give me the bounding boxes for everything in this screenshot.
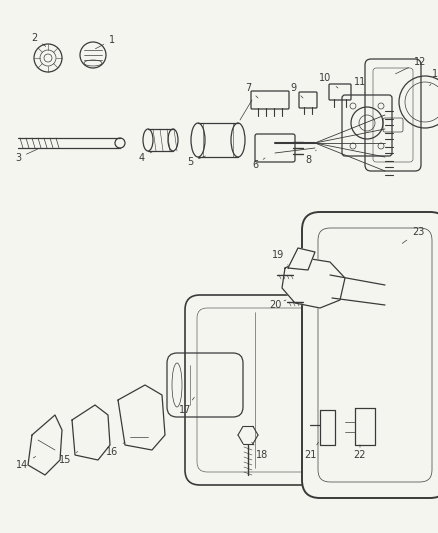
Text: 10: 10 xyxy=(319,73,338,88)
Text: 22: 22 xyxy=(354,445,366,460)
Polygon shape xyxy=(282,258,345,308)
Polygon shape xyxy=(118,385,165,450)
Text: 11: 11 xyxy=(354,77,366,93)
Text: 8: 8 xyxy=(305,150,316,165)
Text: 21: 21 xyxy=(304,442,318,460)
Text: 15: 15 xyxy=(59,451,78,465)
Text: 14: 14 xyxy=(16,456,35,470)
Text: 4: 4 xyxy=(139,151,152,163)
Text: 9: 9 xyxy=(290,83,303,98)
Text: 19: 19 xyxy=(272,250,288,265)
Text: 5: 5 xyxy=(187,156,205,167)
Polygon shape xyxy=(355,408,375,445)
Text: 6: 6 xyxy=(252,158,265,170)
Text: 13: 13 xyxy=(430,69,438,86)
Polygon shape xyxy=(288,248,315,270)
Text: 12: 12 xyxy=(396,57,426,74)
Polygon shape xyxy=(28,415,62,475)
Polygon shape xyxy=(320,410,335,445)
Text: 20: 20 xyxy=(269,300,286,310)
Polygon shape xyxy=(72,405,110,460)
Text: 18: 18 xyxy=(252,442,268,460)
Text: 17: 17 xyxy=(179,397,194,415)
Text: 23: 23 xyxy=(402,227,424,244)
Text: 2: 2 xyxy=(31,33,46,46)
FancyBboxPatch shape xyxy=(302,212,438,498)
Text: 7: 7 xyxy=(245,83,258,98)
Text: 3: 3 xyxy=(15,149,38,163)
Text: 16: 16 xyxy=(106,442,125,457)
Text: 1: 1 xyxy=(95,35,115,49)
